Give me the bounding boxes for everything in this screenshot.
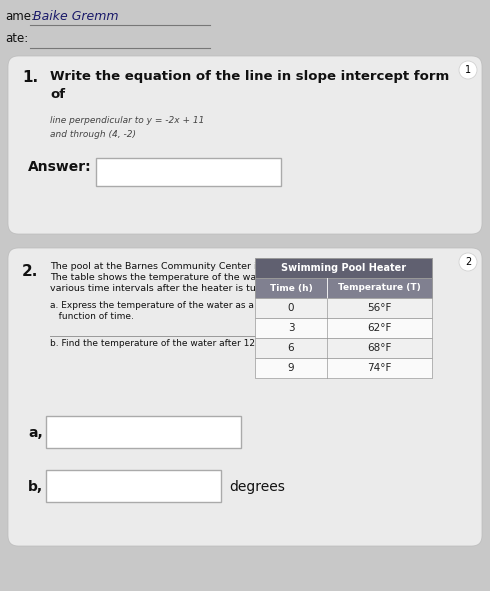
Text: 2.: 2. [22,264,38,279]
Text: 68°F: 68°F [368,343,392,353]
Text: 0: 0 [288,303,294,313]
Text: degrees: degrees [229,480,285,494]
Text: 56°F: 56°F [368,303,392,313]
Text: line perpendicular to y = -2x + 11: line perpendicular to y = -2x + 11 [50,116,204,125]
Bar [255,358,432,378]
Text: 3: 3 [288,323,294,333]
Circle shape [459,61,477,79]
Text: 6: 6 [288,343,294,353]
Text: ame:: ame: [5,10,35,23]
Text: 1: 1 [465,65,471,75]
Text: 1.: 1. [22,70,38,85]
Bar [255,298,432,318]
Text: Temperature (T): Temperature (T) [338,284,421,293]
Text: Baike Gremm: Baike Gremm [33,10,119,23]
Bar [255,258,432,278]
Bar [46,470,221,502]
FancyBboxPatch shape [8,56,482,234]
Text: various time intervals after the heater is turned on.: various time intervals after the heater … [50,284,295,293]
Text: 2: 2 [465,257,471,267]
Bar [255,318,432,338]
Text: b. Find the temperature of the water after 12 hours.: b. Find the temperature of the water aft… [50,339,286,348]
Text: Time (h): Time (h) [270,284,313,293]
Text: of: of [50,88,65,101]
Text: function of time.: function of time. [50,312,134,321]
Text: 74°F: 74°F [368,363,392,373]
Text: a,: a, [28,426,43,440]
Text: b,: b, [28,480,43,494]
Bar [46,416,241,448]
Bar [255,338,432,358]
FancyBboxPatch shape [8,248,482,546]
Text: and through (4, -2): and through (4, -2) [50,130,136,139]
Text: The pool at the Barnes Community Center is heated.: The pool at the Barnes Community Center … [50,262,301,271]
Text: The table shows the temperature of the water at: The table shows the temperature of the w… [50,273,283,282]
Text: 9: 9 [288,363,294,373]
Text: 62°F: 62°F [368,323,392,333]
Bar [96,158,281,186]
Circle shape [459,253,477,271]
Text: a. Express the temperature of the water as a: a. Express the temperature of the water … [50,301,254,310]
Text: Swimming Pool Heater: Swimming Pool Heater [281,263,406,273]
Text: ate:: ate: [5,32,28,45]
Text: Answer:: Answer: [28,160,92,174]
Text: Write the equation of the line in slope intercept form: Write the equation of the line in slope … [50,70,449,83]
Bar [255,278,432,298]
